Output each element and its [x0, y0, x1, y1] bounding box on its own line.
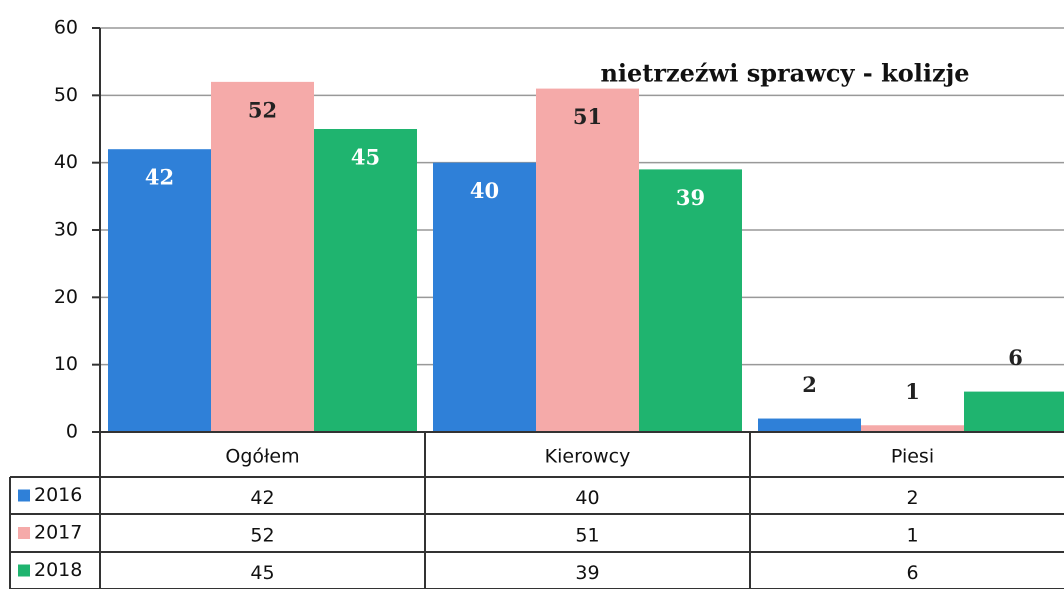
bar	[314, 129, 417, 432]
y-tick-label: 60	[54, 17, 78, 39]
table-cell: 42	[250, 487, 274, 509]
chart-title: nietrzeźwi sprawcy - kolizje	[600, 59, 969, 88]
bar	[861, 425, 964, 432]
y-tick-label: 30	[54, 219, 78, 241]
table-cell: 2	[906, 487, 918, 509]
bar	[211, 81, 314, 432]
legend-swatch	[18, 527, 30, 539]
bar	[433, 162, 536, 432]
value-label: 51	[573, 104, 602, 129]
table-cell: 45	[250, 562, 274, 584]
value-label: 1	[905, 379, 920, 404]
x-tick-label: Piesi	[891, 446, 934, 468]
table-cell: 51	[575, 525, 599, 547]
table-cell: 1	[906, 525, 918, 547]
x-tick-label: Kierowcy	[545, 446, 631, 468]
table-cell: 40	[575, 487, 599, 509]
legend-label: 2018	[34, 559, 82, 581]
legend-swatch	[18, 564, 30, 577]
value-label: 40	[470, 178, 499, 203]
y-tick-label: 40	[54, 151, 78, 173]
x-tick-label: Ogółem	[225, 446, 299, 468]
value-label: 2	[802, 372, 817, 397]
table-cell: 6	[906, 562, 918, 584]
y-tick-label: 10	[54, 353, 78, 375]
value-label: 45	[351, 145, 380, 170]
bar	[758, 418, 861, 432]
value-label: 52	[248, 97, 277, 122]
legend-swatch	[18, 489, 30, 502]
table-cell: 52	[250, 525, 274, 547]
bar	[639, 169, 742, 432]
legend-label: 2017	[34, 522, 82, 544]
value-label: 39	[676, 185, 705, 210]
table-cell: 39	[575, 562, 599, 584]
y-tick-label: 0	[66, 421, 78, 443]
value-label: 42	[145, 165, 174, 190]
bar	[536, 88, 639, 432]
bar	[964, 391, 1064, 432]
value-label: 6	[1008, 345, 1023, 370]
y-tick-label: 20	[54, 286, 78, 308]
y-tick-label: 50	[54, 84, 78, 106]
bar	[108, 149, 211, 432]
legend-label: 2016	[34, 484, 82, 506]
